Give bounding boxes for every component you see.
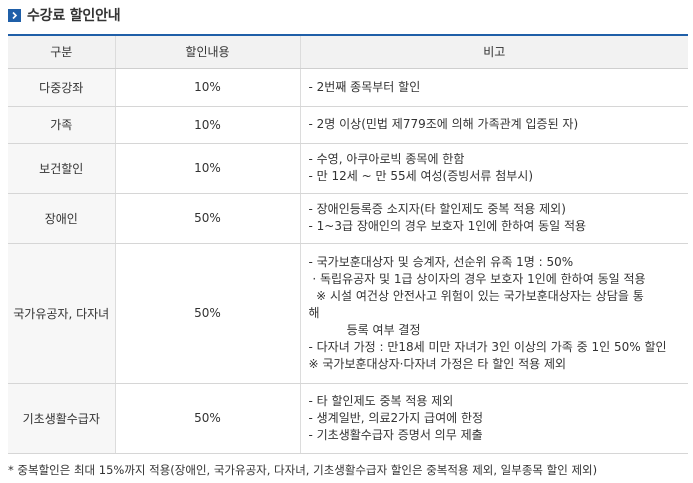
column-header-category: 구분	[8, 34, 116, 69]
row-notes: - 2번째 종목부터 할인	[300, 68, 688, 107]
note-line: - 기초생활수급자 증명서 의무 제출	[308, 427, 483, 442]
row-notes: - 2명 이상(민법 제779조에 의해 가족관계 입증된 자)	[300, 106, 688, 144]
row-discount-rate: 10%	[115, 106, 301, 144]
row-discount-rate: 50%	[115, 383, 301, 454]
note-line: - 수영, 아쿠아로빅 종목에 한함	[308, 152, 465, 166]
row-category: 국가유공자, 다자녀	[8, 243, 116, 384]
table-header-row: 구분 할인내용 비고	[8, 34, 688, 69]
note-line: · 독립유공자 및 1급 상이자의 경우 보호자 1인에 한하여 동일 적용	[308, 271, 646, 286]
note-line: - 타 할인제도 중복 적용 제외	[308, 393, 454, 408]
note-line: 해	[308, 305, 320, 320]
row-category: 다중강좌	[8, 68, 116, 107]
table-row: 가족 10% - 2명 이상(민법 제779조에 의해 가족관계 입증된 자)	[8, 106, 688, 144]
note-line: - 2번째 종목부터 할인	[308, 79, 421, 94]
discount-table: 구분 할인내용 비고 다중강좌 10% - 2번째 종목부터 할인 가족 10%…	[8, 34, 688, 454]
row-category: 가족	[8, 106, 116, 144]
chevron-right-icon	[8, 8, 21, 22]
table-row: 다중강좌 10% - 2번째 종목부터 할인	[8, 68, 688, 107]
note-line: - 2명 이상(민법 제779조에 의해 가족관계 입증된 자)	[308, 117, 579, 131]
note-line: - 만 12세 ~ 만 55세 여성(증빙서류 첨부시)	[308, 169, 534, 183]
column-header-notes: 비고	[300, 34, 688, 69]
table-row: 보건할인 10% - 수영, 아쿠아로빅 종목에 한함 - 만 12세 ~ 만 …	[8, 143, 688, 194]
table-row: 장애인 50% - 장애인등록증 소지자(타 할인제도 중복 적용 제외) - …	[8, 193, 688, 244]
row-discount-rate: 50%	[115, 193, 301, 244]
row-notes: - 수영, 아쿠아로빅 종목에 한함 - 만 12세 ~ 만 55세 여성(증빙…	[300, 143, 688, 194]
note-line: ※ 시설 여건상 안전사고 위험이 있는 국가보훈대상자는 상담을 통	[308, 288, 644, 303]
note-line: ※ 국가보훈대상자·다자녀 가정은 타 할인 적용 제외	[308, 356, 567, 371]
section-title-bar: 수강료 할인안내	[8, 6, 121, 24]
table-row: 국가유공자, 다자녀 50% - 국가보훈대상자 및 승계자, 선순위 유족 1…	[8, 243, 688, 384]
note-line: - 국가보훈대상자 및 승계자, 선순위 유족 1명 : 50%	[308, 254, 574, 269]
page-title: 수강료 할인안내	[27, 8, 121, 24]
note-line: - 장애인등록증 소지자(타 할인제도 중복 적용 제외)	[308, 202, 566, 216]
row-discount-rate: 10%	[115, 143, 301, 194]
row-category: 장애인	[8, 193, 116, 244]
row-discount-rate: 50%	[115, 243, 301, 384]
note-line: - 1~3급 장애인의 경우 보호자 1인에 한하여 동일 적용	[308, 219, 587, 233]
row-category: 기초생활수급자	[8, 383, 116, 454]
table-row: 기초생활수급자 50% - 타 할인제도 중복 적용 제외 - 생계일반, 의료…	[8, 383, 688, 454]
footnote: * 중복할인은 최대 15%까지 적용(장애인, 국가유공자, 다자녀, 기초생…	[8, 463, 598, 477]
note-line: 등록 여부 결정	[308, 322, 421, 337]
note-line: - 다자녀 가정 : 만18세 미만 자녀가 3인 이상의 가족 중 1인 50…	[308, 339, 667, 354]
row-notes: - 국가보훈대상자 및 승계자, 선순위 유족 1명 : 50% · 독립유공자…	[300, 243, 688, 384]
row-discount-rate: 10%	[115, 68, 301, 107]
note-line: - 생계일반, 의료2가지 급여에 한정	[308, 410, 484, 425]
row-category: 보건할인	[8, 143, 116, 194]
row-notes: - 장애인등록증 소지자(타 할인제도 중복 적용 제외) - 1~3급 장애인…	[300, 193, 688, 244]
column-header-discount: 할인내용	[115, 34, 301, 69]
row-notes: - 타 할인제도 중복 적용 제외 - 생계일반, 의료2가지 급여에 한정 -…	[300, 383, 688, 454]
